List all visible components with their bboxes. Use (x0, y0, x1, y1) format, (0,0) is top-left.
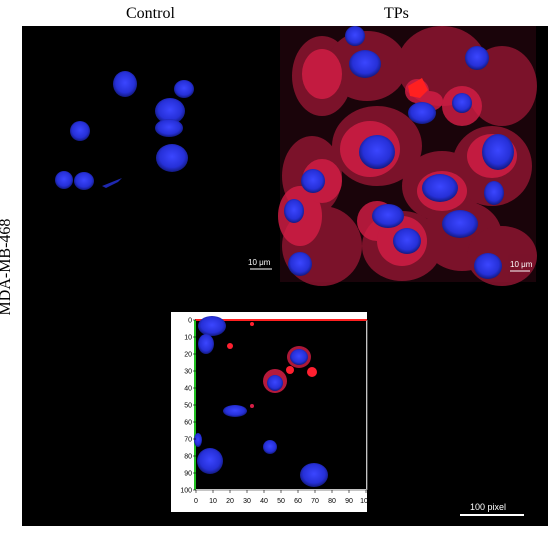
nucleus (156, 144, 188, 172)
control-label: Control (126, 5, 175, 22)
tps-scale-label: 10 μm (510, 260, 533, 269)
y-tick-label: 60 (184, 420, 192, 427)
x-axis-label: X [μm] (268, 519, 288, 526)
pixel-scale-label: 100 pixel (470, 502, 506, 512)
y-tick-label: 50 (184, 403, 192, 410)
microscopy-figure: 10 μm (55, 26, 537, 526)
nucleus (267, 375, 283, 391)
nucleus (300, 463, 328, 487)
tps-image: 10 μm (278, 26, 537, 286)
nucleus (174, 80, 194, 98)
x-tick-label: 60 (294, 498, 302, 505)
nucleus (113, 71, 137, 97)
nucleus (482, 134, 514, 170)
nucleus (74, 172, 94, 190)
nucleus (55, 171, 73, 189)
x-tick-label: 20 (226, 498, 234, 505)
nucleus (290, 349, 308, 365)
y-tick-label: 100 (180, 488, 192, 495)
x-tick-label: 10 (209, 498, 217, 505)
x-tick-label: 0 (194, 498, 198, 505)
y-tick-label: 90 (184, 471, 192, 478)
nucleus (474, 253, 502, 279)
y-tick-label: 20 (184, 352, 192, 359)
nucleus (452, 93, 472, 113)
nucleus (372, 204, 404, 228)
cell-line-label: MDA-MB-468 (0, 218, 14, 316)
nucleus (422, 174, 458, 202)
stack-image (196, 320, 366, 489)
y-tick-label: 30 (184, 369, 192, 376)
nucleus (263, 440, 277, 454)
control-image: 10 μm (55, 71, 272, 270)
nucleus (345, 26, 365, 46)
nucleus (198, 316, 226, 336)
y-tick-label: 40 (184, 386, 192, 393)
x-tick-label: 100 (360, 498, 372, 505)
tps-label: TPs (384, 5, 409, 22)
x-tick-label: 90 (345, 498, 353, 505)
y-axis-label: Y [μm] (142, 404, 162, 411)
y-tick-label: 70 (184, 437, 192, 444)
nucleus (194, 433, 202, 447)
nucleus (465, 46, 489, 70)
nucleus (442, 210, 478, 238)
nucleus (359, 135, 395, 169)
nucleus (301, 169, 325, 193)
nucleus (284, 199, 304, 223)
nucleus (70, 121, 90, 141)
nucleus (155, 119, 183, 137)
x-tick-label: 70 (311, 498, 319, 505)
nucleus (484, 181, 504, 205)
y-tick-label: 10 (184, 335, 192, 342)
x-tick-label: 80 (328, 498, 336, 505)
nucleus (197, 448, 223, 474)
y-tick-label: 80 (184, 454, 192, 461)
x-tick-label: 50 (277, 498, 285, 505)
nucleus (288, 252, 312, 276)
nucleus (408, 102, 436, 124)
nucleus (155, 98, 185, 124)
x-tick-label: 40 (260, 498, 268, 505)
nucleus (393, 228, 421, 254)
control-scale-label: 10 μm (248, 258, 271, 267)
y-tick-label: 0 (188, 318, 192, 325)
tp-aggregate (408, 78, 428, 98)
x-tick-label: 30 (243, 498, 251, 505)
nucleus (349, 50, 381, 78)
nucleus (198, 334, 214, 354)
nucleus-fragment (102, 178, 122, 188)
nucleus (223, 405, 247, 417)
stack-view: 0 10 20 30 40 50 60 70 80 90 100 0 10 20 30 40 50 60 70 80… (142, 312, 372, 526)
microscopy-panel: 10 μm (22, 26, 548, 526)
